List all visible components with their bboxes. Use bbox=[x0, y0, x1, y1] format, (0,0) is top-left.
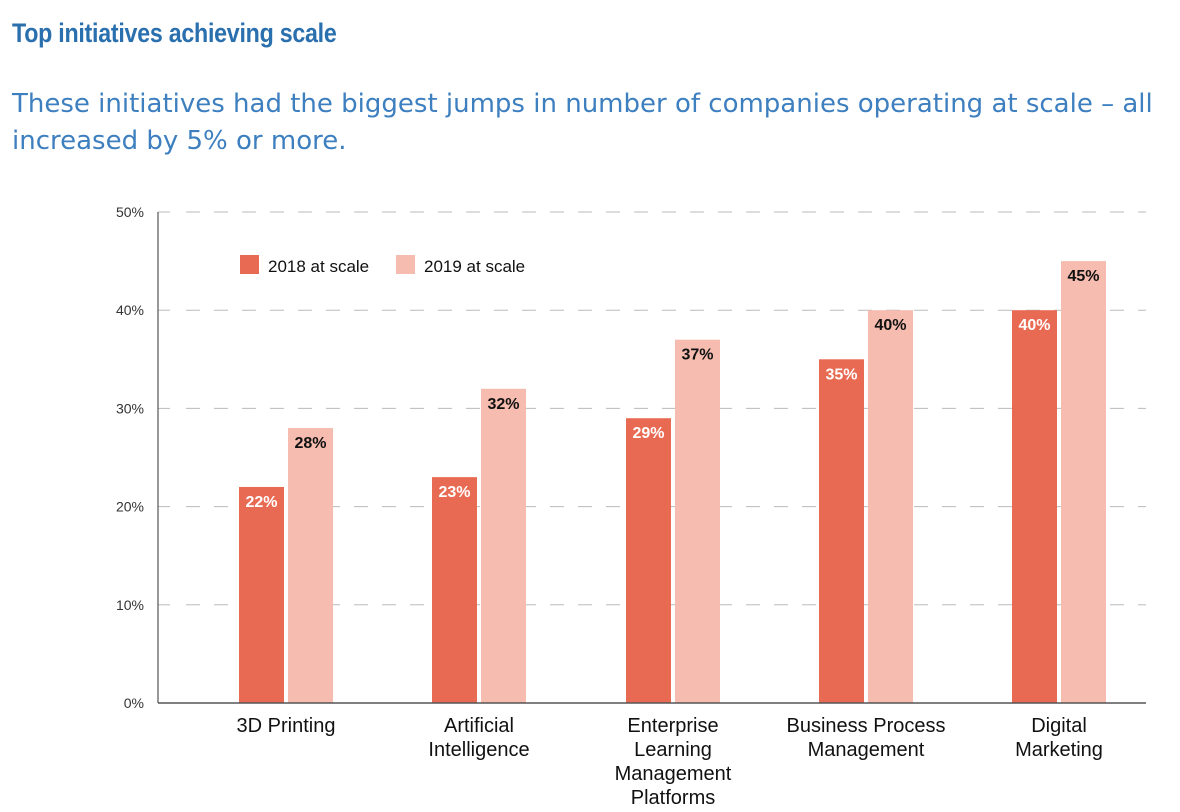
x-category-label: Enterprise bbox=[627, 715, 718, 737]
bar-2018 bbox=[819, 359, 864, 703]
legend-label-2019: 2019 at scale bbox=[424, 257, 525, 276]
y-tick-label: 40% bbox=[116, 302, 144, 318]
y-tick-label: 20% bbox=[116, 499, 144, 515]
data-label-2019: 37% bbox=[681, 347, 713, 364]
x-category-label: Management bbox=[808, 739, 925, 761]
x-category-label: 3D Printing bbox=[237, 715, 336, 737]
bar-2019 bbox=[1061, 261, 1106, 703]
bar-2018 bbox=[1012, 310, 1057, 703]
x-category-label: Intelligence bbox=[428, 739, 529, 761]
y-tick-label: 10% bbox=[116, 597, 144, 613]
x-category-label: Artificial bbox=[444, 715, 514, 737]
bar-2018 bbox=[626, 418, 671, 703]
y-tick-label: 50% bbox=[116, 204, 144, 220]
x-category-label: Marketing bbox=[1015, 739, 1103, 761]
bar-2019 bbox=[288, 428, 333, 703]
data-label-2019: 32% bbox=[487, 396, 519, 413]
data-label-2018: 29% bbox=[632, 425, 664, 442]
x-category-label: Learning bbox=[634, 739, 712, 761]
chart-title: Top initiatives achieving scale bbox=[12, 18, 337, 48]
x-category-label: Management bbox=[615, 763, 732, 785]
legend-label-2018: 2018 at scale bbox=[268, 257, 369, 276]
data-label-2018: 35% bbox=[825, 366, 857, 383]
bar-2019 bbox=[675, 339, 720, 703]
bar-2019 bbox=[868, 310, 913, 703]
data-label-2018: 23% bbox=[438, 484, 470, 501]
y-tick-label: 30% bbox=[116, 400, 144, 416]
x-category-label: Business Process bbox=[787, 715, 946, 737]
bar-2019 bbox=[481, 388, 526, 703]
chart-subtitle: These initiatives had the biggest jumps … bbox=[12, 89, 1153, 156]
bar-2018 bbox=[239, 486, 284, 703]
data-label-2018: 22% bbox=[245, 494, 277, 511]
data-label-2019: 28% bbox=[294, 435, 326, 452]
data-label-2018: 40% bbox=[1018, 317, 1050, 334]
bar-2018 bbox=[432, 477, 477, 703]
x-category-label: Digital bbox=[1031, 715, 1087, 737]
data-label-2019: 40% bbox=[874, 317, 906, 334]
data-label-2019: 45% bbox=[1067, 268, 1099, 285]
x-category-label: Platforms bbox=[631, 787, 715, 809]
legend-swatch-2018 bbox=[240, 255, 259, 274]
legend-swatch-2019 bbox=[396, 255, 415, 274]
y-tick-label: 0% bbox=[124, 695, 144, 711]
